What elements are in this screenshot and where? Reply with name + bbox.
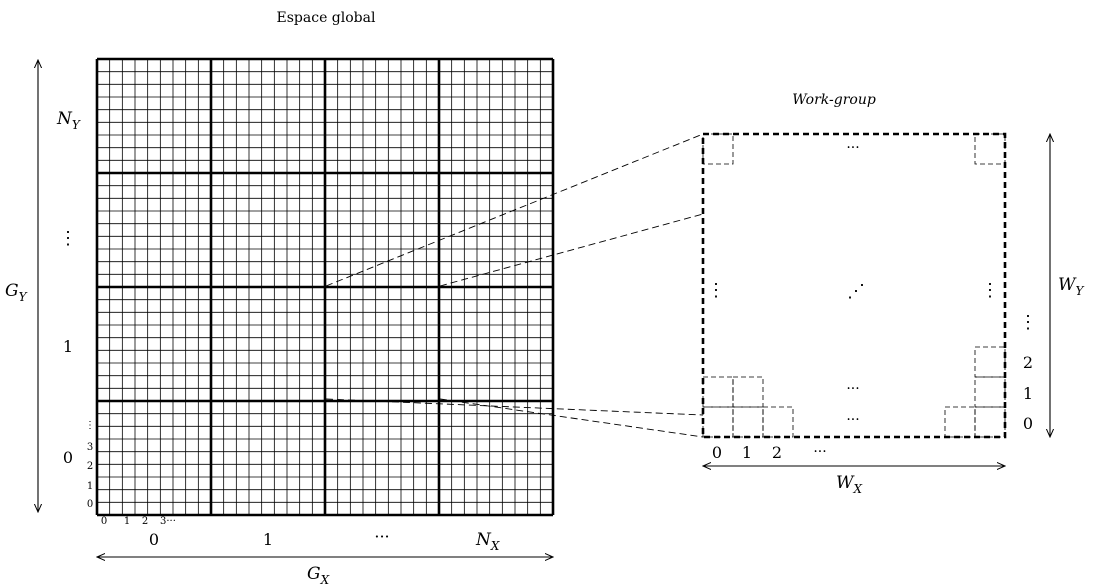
wg-col-label: 0 — [712, 443, 722, 462]
work-item — [702, 133, 734, 165]
global-space-title: Espace global — [277, 10, 376, 26]
wg-row-label: 2 — [1023, 353, 1033, 372]
work-item — [974, 376, 1006, 408]
work-item — [974, 346, 1006, 378]
gx-axis-label: GX — [307, 564, 330, 585]
work-group-dots-bottom: ··· — [846, 412, 859, 428]
cell-col-label: 2 — [142, 516, 148, 527]
work-item — [732, 406, 764, 438]
wg-col-label: 1 — [742, 443, 752, 462]
work-group-title: Work-group — [792, 92, 876, 108]
block-col-label-1: 1 — [263, 530, 273, 549]
work-group-dots-center: ⋰ — [847, 281, 865, 302]
wg-col-label: ··· — [813, 444, 826, 460]
block-col-label-dots: ··· — [374, 527, 389, 546]
block-row-label-dots: ⋮ — [59, 228, 77, 249]
work-group-dots-mid: ··· — [846, 381, 859, 397]
wg-row-label: 0 — [1023, 414, 1033, 433]
wg-row-label: 1 — [1023, 384, 1033, 403]
work-item — [762, 406, 794, 438]
work-group-dots-right: ⋮ — [981, 280, 999, 301]
work-item — [702, 376, 734, 408]
work-item-cells — [702, 133, 1006, 438]
cell-col-label: 3··· — [160, 516, 176, 527]
work-item — [974, 406, 1006, 438]
work-item — [944, 406, 976, 438]
cell-col-labels: 0 1 2 3··· — [101, 516, 176, 527]
cell-row-label: 2 — [87, 461, 93, 472]
work-item — [702, 406, 734, 438]
zoom-line — [439, 398, 704, 438]
work-group-dots-left: ⋮ — [707, 280, 725, 301]
block-col-label-0: 0 — [149, 530, 159, 549]
zoom-projection-lines — [325, 133, 704, 438]
work-item — [732, 376, 764, 408]
block-row-label-0: 0 — [63, 448, 73, 467]
cell-row-label: 3 — [87, 442, 93, 453]
cell-row-labels: 0 1 2 3 ⋮ — [85, 420, 95, 510]
cell-row-label: 0 — [87, 499, 93, 510]
work-group-dots-top: ··· — [846, 140, 859, 156]
block-row-label-1: 1 — [63, 337, 73, 356]
cell-row-label: 1 — [87, 481, 93, 492]
work-group-border — [701, 132, 1007, 439]
zoom-line — [325, 133, 704, 287]
work-item — [974, 133, 1006, 165]
wg-row-label: ⋮ — [1019, 312, 1037, 333]
wy-axis-label: WY — [1058, 275, 1084, 298]
global-grid — [95, 57, 555, 517]
zoom-line — [439, 213, 704, 287]
wx-axis-label: WX — [836, 473, 862, 496]
cell-col-label: 0 — [101, 516, 107, 527]
block-col-label-nx: NX — [475, 530, 500, 553]
gy-axis-label: GY — [5, 281, 28, 304]
cell-row-label: ⋮ — [85, 420, 95, 431]
block-row-label-ny: NY — [56, 109, 81, 132]
wg-col-label: 2 — [772, 443, 782, 462]
cell-col-label: 1 — [124, 516, 130, 527]
zoom-line — [325, 398, 704, 416]
